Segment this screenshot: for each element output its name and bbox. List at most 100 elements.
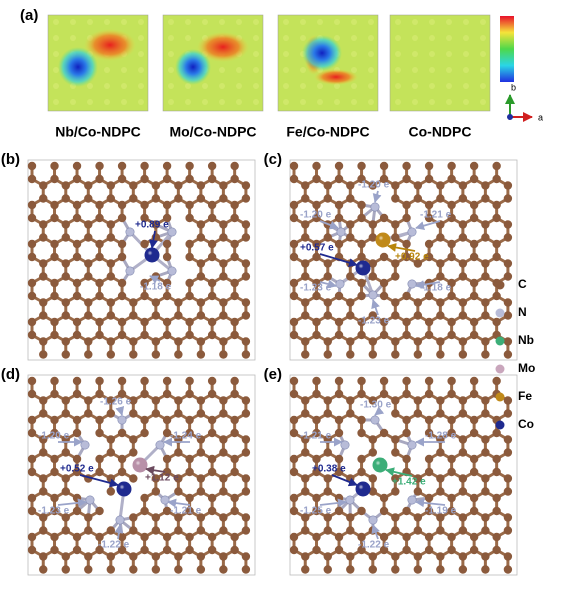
carbon-atom [174,194,183,203]
carbon-atom [289,428,299,438]
carbon-atom [379,545,389,555]
map-dot [429,99,435,105]
carbon-atom [503,435,513,444]
carbon-atom [424,506,434,516]
carbon-atom [402,200,411,210]
carbon-atom [301,298,310,307]
map-dot [480,19,486,25]
carbon-atom [84,298,93,307]
carbon-atom [424,174,434,184]
map-dot [253,35,259,41]
map-dot [219,19,225,25]
carbon-atom [301,526,310,535]
carbon-atom [196,220,206,229]
carbon-atom [402,389,411,399]
carbon-atom [289,330,299,340]
carbon-atom [391,194,400,203]
carbon-atom [219,396,228,405]
carbon-atom [241,435,251,444]
carbon-atom [436,194,445,203]
carbon-atom [481,565,490,574]
carbon-atom [39,526,48,535]
carbon-atom [289,389,299,399]
carbon-atom [117,213,127,223]
charge-label: +0.38 e [312,464,346,475]
carbon-atom [219,565,228,574]
carbon-atom [27,428,37,438]
carbon-atom [323,233,332,242]
carbon-atom [185,532,194,542]
carbon-atom [346,272,355,281]
carbon-atom [72,415,82,425]
carbon-atom [391,565,400,574]
carbon-atom [379,532,389,542]
carbon-atom [140,493,149,503]
carbon-atom [117,467,127,477]
carbon-atom [312,389,321,399]
carbon-atom [196,311,206,320]
carbon-atom [185,415,194,425]
map-dot [253,83,259,89]
carbon-atom [162,428,172,438]
carbon-atom [413,565,423,574]
carbon-atom [219,298,228,307]
carbon-atom [391,487,400,496]
carbon-atom [492,161,501,171]
map-label: Mo/Co-NDPC [169,124,256,140]
carbon-atom [185,317,194,327]
map-dot [53,19,59,25]
map-dot [138,35,144,41]
carbon-atom [207,213,217,223]
nitrogen-atom [167,266,177,276]
carbon-atom [334,545,344,555]
carbon-atom [469,493,479,503]
carbon-atom [323,311,332,320]
carbon-atom [151,350,161,359]
carbon-atom [27,213,37,223]
carbon-atom [27,317,37,327]
carbon-atom [424,454,434,464]
charge-arrow [374,406,385,416]
carbon-atom [379,213,389,223]
carbon-atom [402,454,411,464]
carbon-atom [117,389,127,399]
carbon-atom [27,415,37,425]
carbon-atom [241,259,251,268]
carbon-atom [424,428,434,438]
map-dot [334,35,340,41]
carbon-atom [162,467,172,477]
carbon-atom [230,467,239,477]
carbon-atom [219,194,228,203]
carbon-atom [458,272,468,281]
carbon-atom [162,330,172,340]
carbon-atom [39,220,48,229]
map-dot [236,99,242,105]
carbon-atom [219,448,228,457]
carbon-atom [27,532,37,542]
map-dot [87,19,93,25]
carbon-atom [219,552,228,561]
charge-label: -1.22 e [98,540,130,551]
carbon-atom [323,565,332,574]
carbon-atom [196,474,206,483]
carbon-atom [140,239,149,249]
charge-arrow [371,299,380,316]
carbon-atom [117,278,127,288]
carbon-atom [334,415,344,425]
charge-arrow [319,498,347,508]
carbon-atom [447,291,456,301]
map-dot [168,99,174,105]
carbon-atom [207,454,217,464]
carbon-atom [72,376,82,386]
map-dot [412,35,418,41]
carbon-atom [357,291,366,301]
map-dot [104,83,110,89]
carbon-atom [95,506,104,516]
carbon-atom [323,350,332,359]
carbon-atom [140,376,149,386]
carbon-atom [368,181,378,190]
carbon-atom [481,396,490,405]
carbon-atom [301,350,310,359]
carbon-atom [151,487,161,496]
map-dot [412,83,418,89]
